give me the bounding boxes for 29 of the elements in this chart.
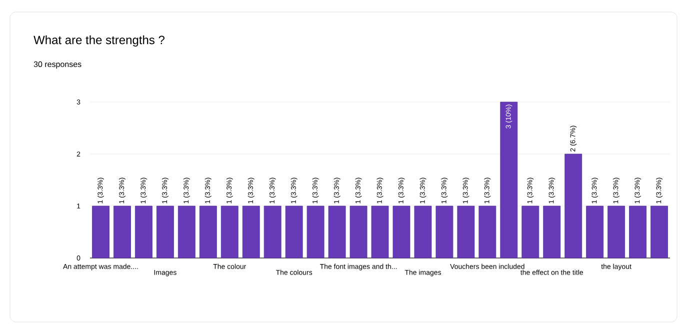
chart-subtitle: 30 responses xyxy=(34,61,82,69)
bar xyxy=(285,206,303,258)
bar xyxy=(199,206,217,258)
bar xyxy=(414,206,432,258)
bar xyxy=(220,206,238,258)
bar xyxy=(264,206,282,258)
bar xyxy=(178,206,196,258)
bar xyxy=(306,206,324,258)
bar xyxy=(608,206,625,258)
bar xyxy=(156,206,174,258)
bar xyxy=(436,206,454,258)
bar xyxy=(500,102,518,258)
bar xyxy=(114,206,131,258)
bar xyxy=(392,206,410,258)
bar xyxy=(586,206,604,258)
bar xyxy=(478,206,496,258)
bar xyxy=(92,206,110,258)
bar xyxy=(371,206,389,258)
bar xyxy=(135,206,152,258)
bar xyxy=(629,206,646,258)
bar xyxy=(328,206,346,258)
bar xyxy=(650,206,668,258)
bar xyxy=(522,206,540,258)
bar xyxy=(543,206,561,258)
bar xyxy=(242,206,260,258)
bar xyxy=(564,154,582,258)
bar xyxy=(350,206,368,258)
chart-title: What are the strengths ? xyxy=(34,35,164,47)
bar xyxy=(457,206,475,258)
